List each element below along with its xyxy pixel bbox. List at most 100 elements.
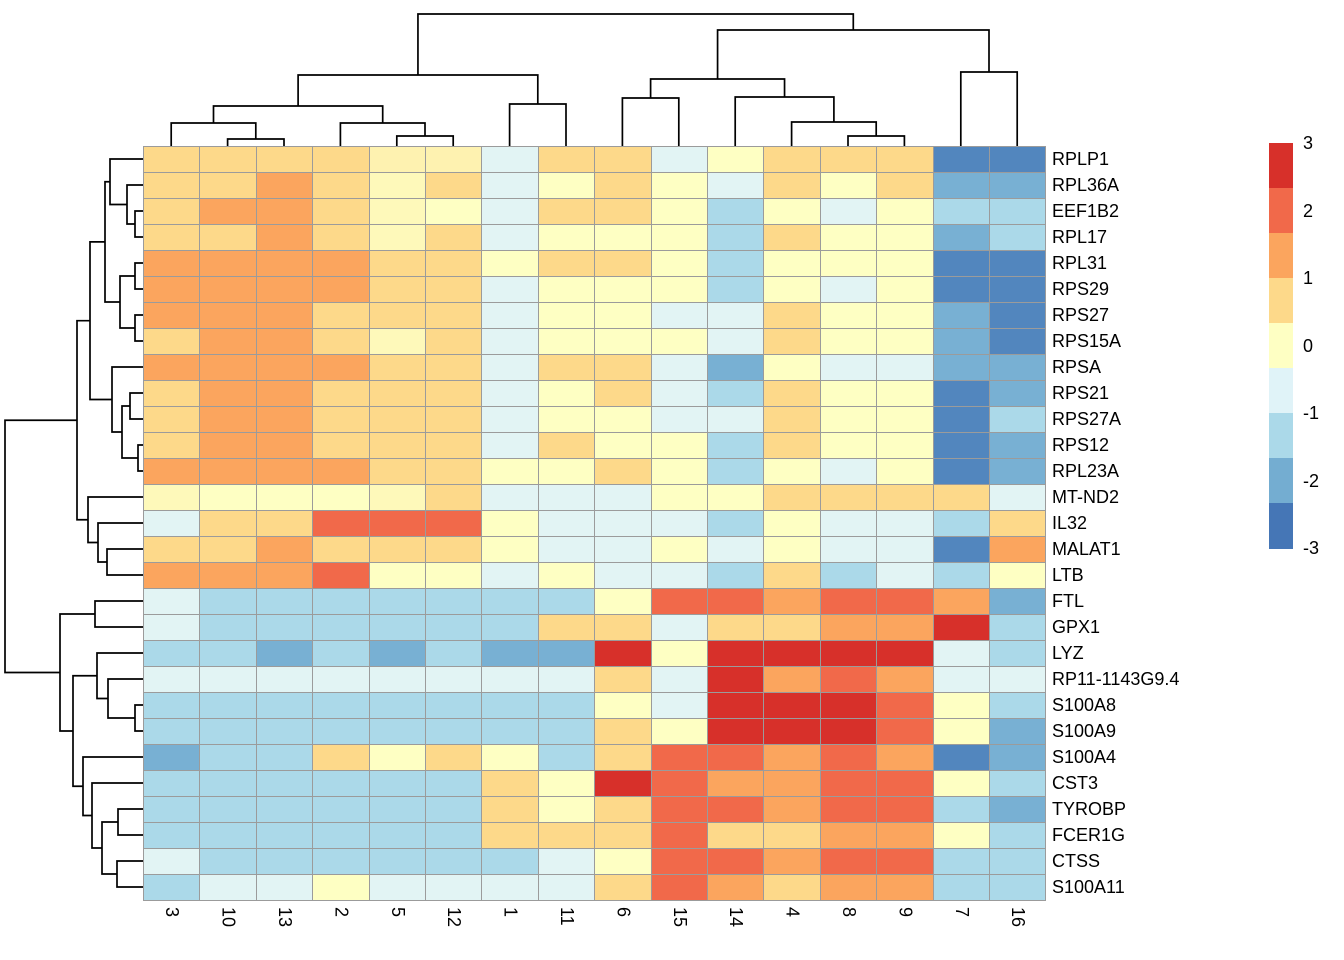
heatmap-cell [819,588,878,615]
heatmap-cell [368,796,426,823]
heatmap-cell [425,562,483,589]
heatmap-cell [707,614,765,641]
heatmap-cell [932,380,990,407]
heatmap-cell [932,302,990,329]
heatmap-cell [763,718,821,745]
heatmap-cell [819,744,878,771]
heatmap-cell [143,562,201,589]
heatmap-cell [368,328,426,355]
row-label: MT-ND2 [1052,487,1119,507]
heatmap-cell [650,484,708,511]
heatmap-cell [989,510,1047,537]
heatmap-cell [594,562,652,589]
heatmap-cell [650,692,708,719]
row-dendrogram-path [4,158,143,888]
heatmap-cell [989,796,1047,823]
heatmap-cell [594,874,652,901]
heatmap-cell [537,458,596,485]
heatmap-cell [763,848,821,875]
heatmap-cell [425,458,483,485]
heatmap-cell [368,770,426,797]
heatmap-cell [312,328,370,355]
heatmap-cell [707,354,765,381]
heatmap-cell [650,588,708,615]
row-label: FTL [1052,591,1085,611]
heatmap-cell [255,588,314,615]
heatmap-cell [537,510,596,537]
heatmap-cell [989,146,1047,173]
heatmap-cell [989,380,1047,407]
legend-tick-label: -3 [1303,538,1320,558]
heatmap-cell [594,354,652,381]
heatmap-cell [537,328,596,355]
heatmap-cell [989,432,1047,459]
heatmap-cell [368,458,426,485]
heatmap-cell [312,614,370,641]
heatmap-cell [481,510,539,537]
heatmap-cell [707,822,765,849]
heatmap-cell [537,484,596,511]
heatmap-cell [819,770,878,797]
heatmap-cell [989,692,1047,719]
heatmap-cell [763,328,821,355]
heatmap-cell [143,848,201,875]
heatmap-cell [932,874,990,901]
heatmap-cell [932,822,990,849]
heatmap-cell [199,614,257,641]
heatmap-cell [763,432,821,459]
heatmap-cell [481,770,539,797]
column-label: 6 [613,907,634,918]
heatmap-cell [481,328,539,355]
heatmap-cell [819,848,878,875]
heatmap-cell [763,302,821,329]
legend-color-block [1269,458,1293,504]
row-label: RPL23A [1052,461,1120,481]
heatmap-cell [876,458,934,485]
row-label: RPS29 [1052,279,1110,299]
legend-color-block [1269,278,1293,324]
heatmap-cell [819,796,878,823]
heatmap-cell [876,354,934,381]
heatmap-cell [650,380,708,407]
heatmap-cell [199,640,257,667]
heatmap-cell [255,796,314,823]
heatmap-cell [255,484,314,511]
heatmap-cell [199,484,257,511]
heatmap-cell [312,510,370,537]
heatmap-cell [143,432,201,459]
heatmap-cell [368,146,426,173]
heatmap-cell [876,328,934,355]
heatmap-cell [763,666,821,693]
heatmap-cell [425,874,483,901]
heatmap-cell [143,666,201,693]
row-label: FCER1G [1052,825,1126,845]
heatmap-cell [932,692,990,719]
heatmap-cell [594,172,652,199]
heatmap-cell [989,328,1047,355]
heatmap-cell [199,510,257,537]
heatmap-cell [312,796,370,823]
row-label: LTB [1052,565,1084,585]
heatmap-cell [707,640,765,667]
row-label: RPSA [1052,357,1102,377]
row-label: RPS12 [1052,435,1110,455]
heatmap-cell [819,302,878,329]
heatmap-cell [368,848,426,875]
heatmap-cell [819,510,878,537]
heatmap-cell [932,796,990,823]
heatmap-cell [425,510,483,537]
heatmap-cell [932,510,990,537]
heatmap-cell [707,302,765,329]
heatmap-cell [763,536,821,563]
heatmap-cell [368,640,426,667]
row-label: RPLP1 [1052,149,1110,169]
heatmap-cell [368,822,426,849]
heatmap-cell [763,458,821,485]
heatmap-cell [819,640,878,667]
heatmap-cell [650,276,708,303]
column-label: 7 [951,907,972,918]
column-dendrogram-path [170,13,1019,146]
row-label: RPL36A [1052,175,1120,195]
heatmap-cell [876,744,934,771]
